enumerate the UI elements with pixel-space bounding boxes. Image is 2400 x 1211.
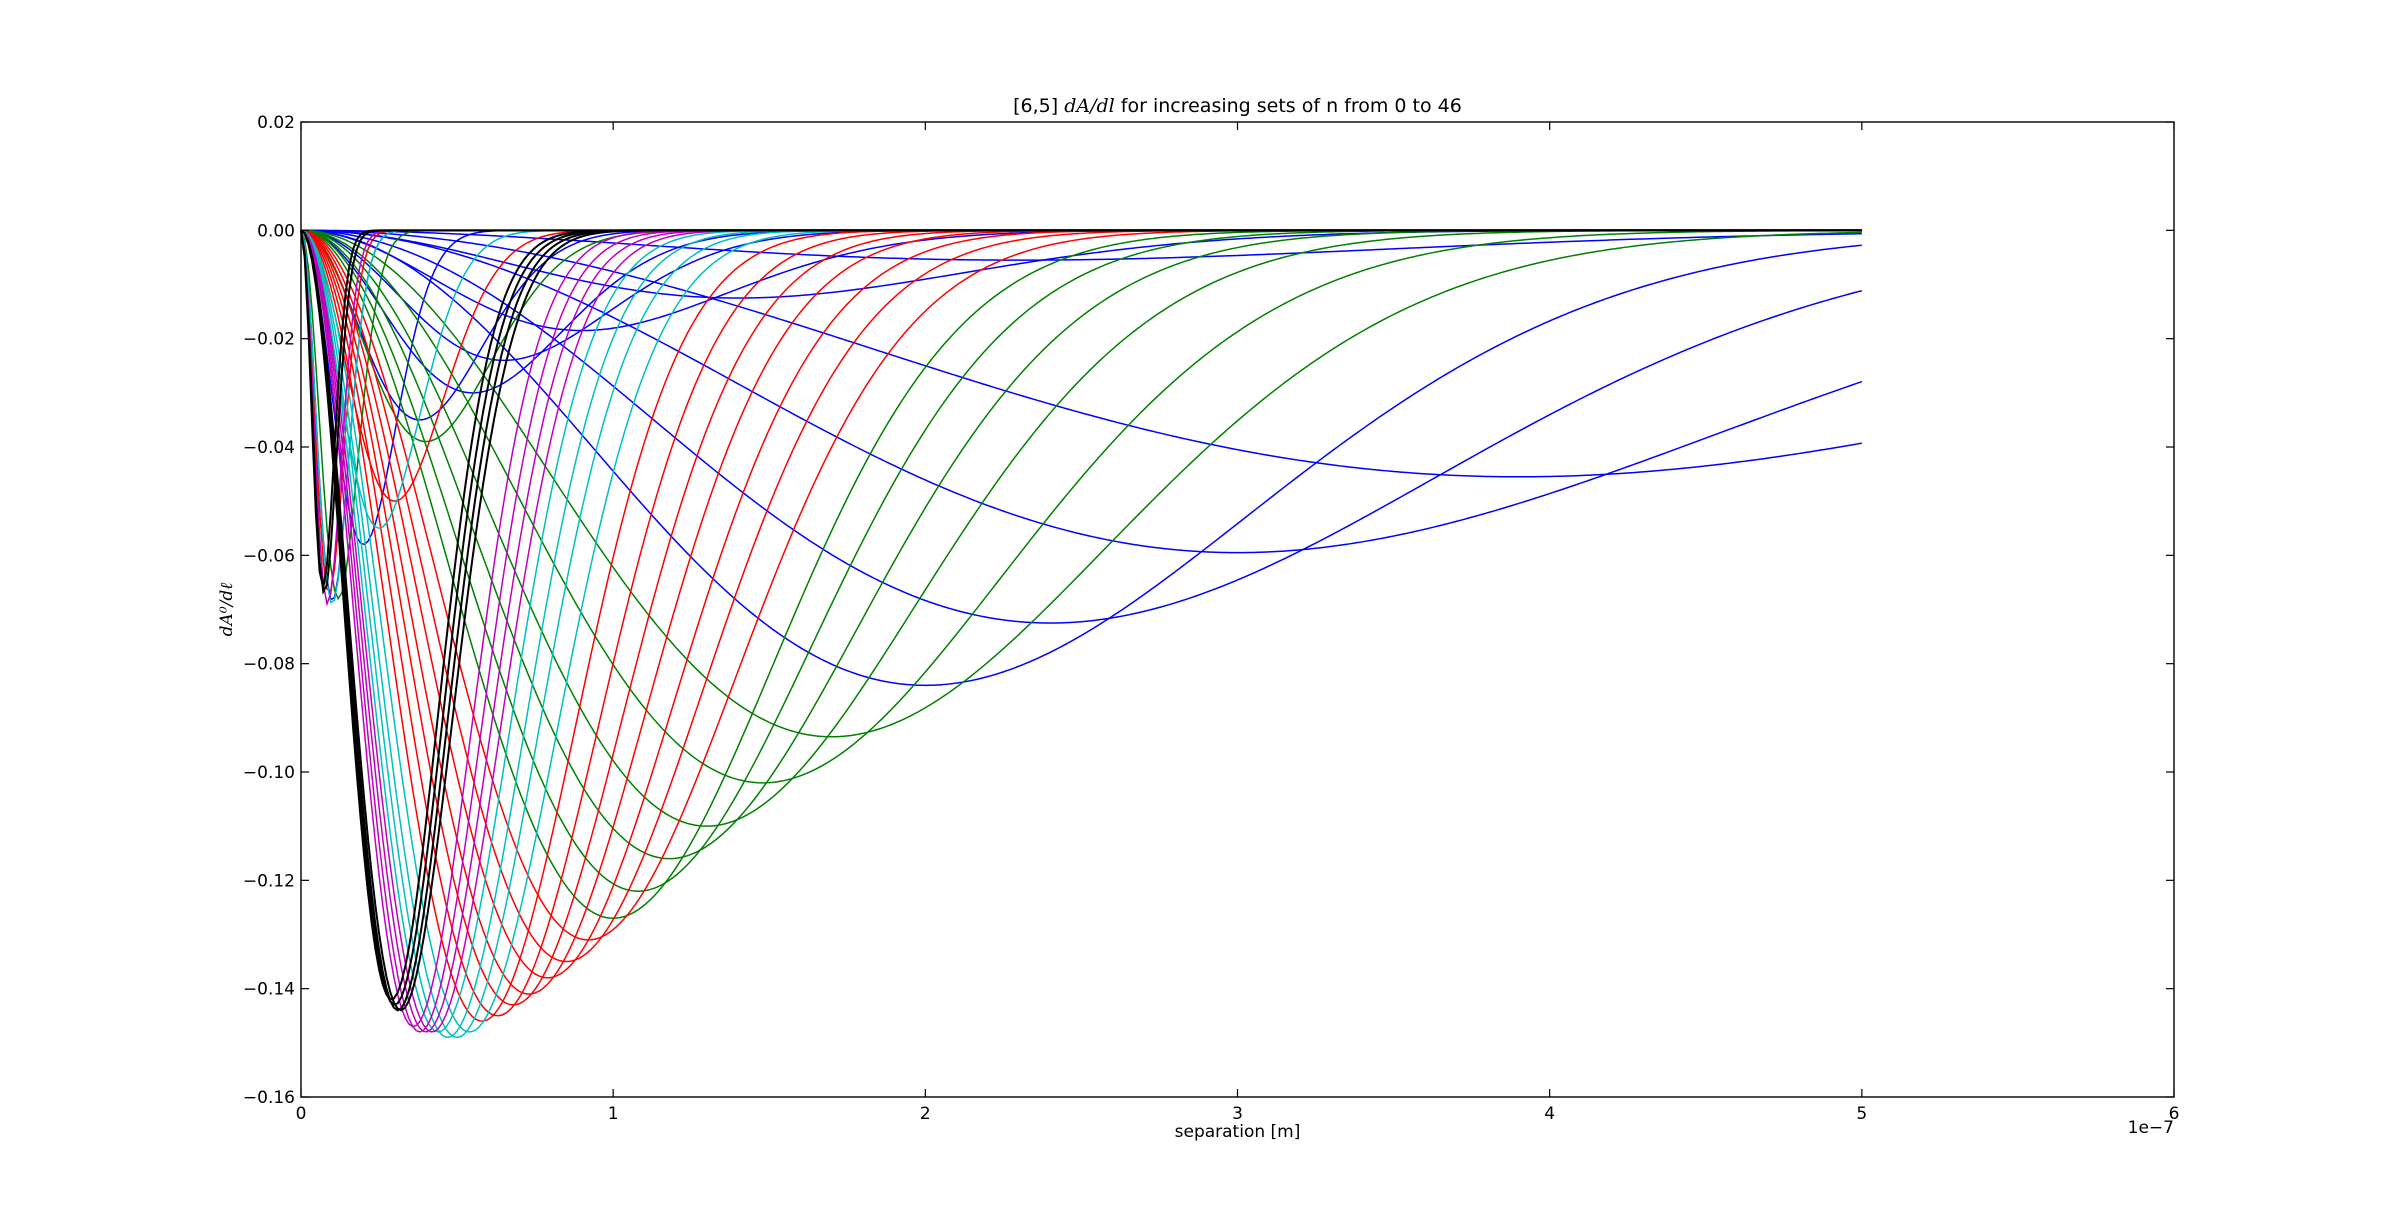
y-tick-label-5: −0.08 — [243, 655, 295, 675]
x-tick-label-5: 5 — [1856, 1104, 1867, 1124]
y-tick-label-4: −0.06 — [243, 546, 295, 566]
y-axis-label: dA⁰/dℓ — [217, 583, 237, 637]
series-line-11 — [300, 229, 1862, 478]
chart-title-prefix: [6,5] — [1013, 95, 1064, 117]
series-line-9 — [300, 229, 1863, 624]
series-line-23 — [300, 229, 1862, 1017]
series-line-22 — [300, 229, 1862, 1022]
axis-ticks — [300, 121, 2175, 1098]
y-tick-label-2: −0.02 — [243, 330, 295, 350]
series-line-26 — [300, 229, 1862, 979]
series-line-44 — [300, 229, 1862, 1012]
series-line-6 — [300, 229, 1862, 299]
series-line-25 — [300, 229, 1862, 995]
series-line-18 — [300, 229, 1862, 784]
series-line-19 — [300, 229, 1862, 738]
series-line-28 — [300, 229, 1862, 941]
chart-title-math: dA/dl — [1064, 95, 1115, 117]
series-line-15 — [300, 229, 1862, 892]
x-tick-label-3: 3 — [1232, 1104, 1243, 1124]
y-tick-label-9: −0.16 — [243, 1088, 295, 1108]
series-line-10 — [300, 229, 1863, 554]
series-line-4 — [300, 229, 1862, 362]
y-tick-label-0: 0.02 — [257, 113, 295, 133]
series-line-13 — [300, 229, 1862, 443]
series-line-42 — [300, 229, 1862, 1001]
series-line-27 — [300, 229, 1862, 963]
y-tick-label-1: 0.00 — [257, 221, 295, 241]
series-line-20 — [300, 229, 1862, 592]
y-tick-label-6: −0.10 — [243, 763, 295, 783]
series-line-0 — [300, 229, 1862, 601]
x-axis-offset-label: 1e−7 — [2128, 1118, 2174, 1138]
series-line-41 — [300, 229, 1862, 595]
axis-tick-labels: 0 1 2 3 4 5 6 0.02 0.00 −0.02 −0.04 −0.06 −0.08 −0.10… — [243, 113, 2180, 1124]
x-tick-label-4: 4 — [1544, 1104, 1555, 1124]
series-layer — [300, 229, 1863, 1039]
series-line-35 — [300, 229, 1862, 607]
series-line-45 — [300, 229, 1862, 1012]
x-tick-label-1: 1 — [608, 1104, 619, 1124]
chart-title-suffix: for increasing sets of n from 0 to 46 — [1115, 95, 1462, 117]
series-line-29 — [300, 229, 1862, 604]
chart-title: [6,5] dA/dl for increasing sets of n fro… — [1013, 95, 1462, 117]
y-tick-label-8: −0.14 — [243, 980, 295, 1000]
x-tick-label-0: 0 — [296, 1104, 307, 1124]
series-line-12 — [300, 229, 1862, 601]
x-tick-label-2: 2 — [920, 1104, 931, 1124]
y-tick-label-7: −0.12 — [243, 871, 295, 891]
y-tick-label-3: −0.04 — [243, 438, 295, 458]
series-line-7 — [300, 229, 1862, 261]
x-axis-label: separation [m] — [1175, 1122, 1301, 1142]
x-tick-label-6: 6 — [2169, 1104, 2180, 1124]
series-line-8 — [300, 229, 1862, 687]
